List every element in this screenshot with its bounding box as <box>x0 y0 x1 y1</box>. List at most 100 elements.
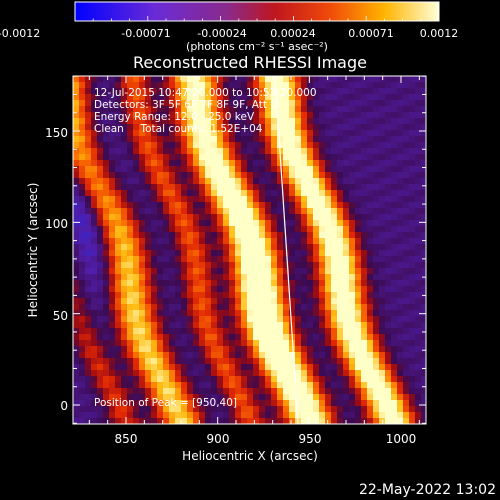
image-pixel <box>301 346 308 353</box>
image-pixel <box>157 292 164 299</box>
image-pixel <box>289 94 296 101</box>
image-pixel <box>319 130 326 137</box>
image-pixel <box>91 142 98 149</box>
image-pixel <box>121 268 128 275</box>
image-pixel <box>367 310 374 317</box>
image-pixel <box>151 418 158 424</box>
image-pixel <box>223 166 230 173</box>
image-pixel <box>139 388 146 395</box>
image-pixel <box>415 310 422 317</box>
image-pixel <box>79 178 86 185</box>
image-pixel <box>331 298 338 305</box>
image-pixel <box>355 394 362 401</box>
image-pixel <box>97 394 104 401</box>
image-pixel <box>133 364 140 371</box>
image-pixel <box>415 106 422 113</box>
image-pixel <box>73 154 80 161</box>
image-pixel <box>307 148 314 155</box>
image-pixel <box>127 316 134 323</box>
image-pixel <box>211 184 218 191</box>
image-pixel <box>349 88 356 95</box>
image-pixel <box>193 166 200 173</box>
image-pixel <box>181 178 188 185</box>
image-pixel <box>151 196 158 203</box>
image-pixel <box>211 316 218 323</box>
image-pixel <box>181 250 188 257</box>
image-pixel <box>79 214 86 221</box>
image-pixel <box>343 94 350 101</box>
image-pixel <box>403 250 410 257</box>
image-pixel <box>421 106 426 113</box>
image-pixel <box>157 178 164 185</box>
image-pixel <box>307 322 314 329</box>
image-pixel <box>85 370 92 377</box>
image-pixel <box>247 238 254 245</box>
image-pixel <box>235 196 242 203</box>
image-pixel <box>415 340 422 347</box>
image-pixel <box>217 280 224 287</box>
image-pixel <box>379 190 386 197</box>
image-pixel <box>259 118 266 125</box>
image-pixel <box>145 412 152 419</box>
image-pixel <box>343 244 350 251</box>
image-pixel <box>415 382 422 389</box>
image-pixel <box>91 376 98 383</box>
image-pixel <box>127 82 134 89</box>
image-pixel <box>97 82 104 89</box>
image-pixel <box>385 148 392 155</box>
colorbar-tick-label-4: 0.00071 <box>348 27 394 40</box>
image-pixel <box>271 292 278 299</box>
image-pixel <box>199 94 206 101</box>
image-pixel <box>265 178 272 185</box>
image-pixel <box>247 226 254 233</box>
image-pixel <box>343 232 350 239</box>
image-pixel <box>121 148 128 155</box>
image-pixel <box>373 298 380 305</box>
image-pixel <box>145 310 152 317</box>
image-pixel <box>373 184 380 191</box>
image-pixel <box>175 196 182 203</box>
image-pixel <box>151 178 158 185</box>
image-pixel <box>199 106 206 113</box>
image-pixel <box>289 112 296 119</box>
image-pixel <box>109 178 116 185</box>
image-pixel <box>409 370 416 377</box>
image-pixel <box>235 172 242 179</box>
image-pixel <box>109 220 116 227</box>
image-pixel <box>163 184 170 191</box>
image-pixel <box>211 118 218 125</box>
image-pixel <box>373 316 380 323</box>
image-pixel <box>319 238 326 245</box>
image-pixel <box>385 184 392 191</box>
image-pixel <box>337 394 344 401</box>
image-pixel <box>247 82 254 89</box>
image-pixel <box>163 310 170 317</box>
image-pixel <box>139 154 146 161</box>
image-pixel <box>301 256 308 263</box>
image-pixel <box>169 256 176 263</box>
image-pixel <box>397 370 404 377</box>
image-pixel <box>391 124 398 131</box>
image-pixel <box>283 406 290 413</box>
image-pixel <box>157 274 164 281</box>
image-pixel <box>175 394 182 401</box>
image-pixel <box>415 370 422 377</box>
image-pixel <box>277 130 284 137</box>
image-pixel <box>103 130 110 137</box>
image-pixel <box>151 190 158 197</box>
image-pixel <box>247 406 254 413</box>
image-pixel <box>91 172 98 179</box>
image-pixel <box>199 382 206 389</box>
image-pixel <box>241 190 248 197</box>
image-pixel <box>319 148 326 155</box>
image-pixel <box>379 226 386 233</box>
image-pixel <box>223 358 230 365</box>
image-pixel <box>349 76 356 83</box>
image-pixel <box>157 94 164 101</box>
image-pixel <box>205 178 212 185</box>
image-pixel <box>145 280 152 287</box>
image-raster <box>73 76 426 424</box>
image-pixel <box>235 262 242 269</box>
image-pixel <box>283 352 290 359</box>
image-pixel <box>151 136 158 143</box>
